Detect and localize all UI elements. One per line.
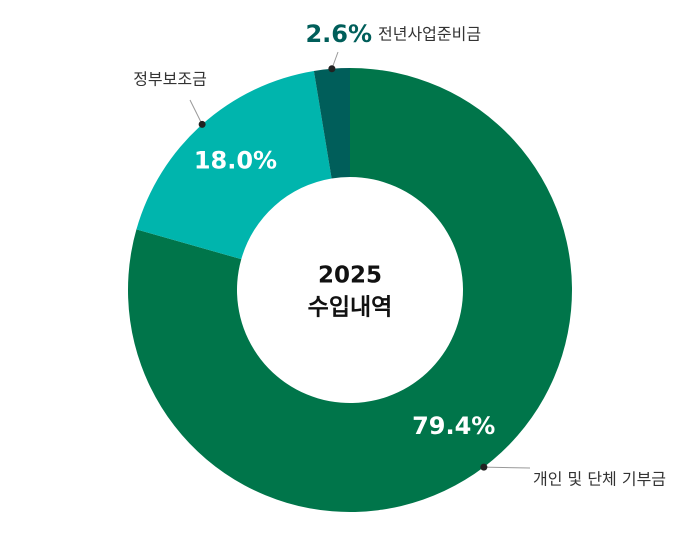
leader-line — [483, 466, 531, 469]
value-label: 79.4% — [412, 412, 495, 440]
leader-dot — [328, 65, 336, 73]
center-title-text: 수입내역 — [308, 295, 393, 321]
category-label: 정부보조금 — [133, 70, 207, 89]
leader-line — [189, 99, 203, 125]
donut-slice — [313, 68, 350, 179]
category-label: 개인 및 단체 기부금 — [533, 470, 666, 489]
category-label: 전년사업준비금 — [378, 25, 481, 44]
value-label: 2.6% — [305, 20, 372, 48]
donut-slice — [136, 70, 332, 260]
leader-dot — [198, 120, 206, 128]
donut-slice — [127, 68, 572, 513]
center-title-year: 2025 — [318, 263, 382, 289]
leader-dot — [480, 463, 488, 471]
value-label: 18.0% — [194, 147, 277, 175]
